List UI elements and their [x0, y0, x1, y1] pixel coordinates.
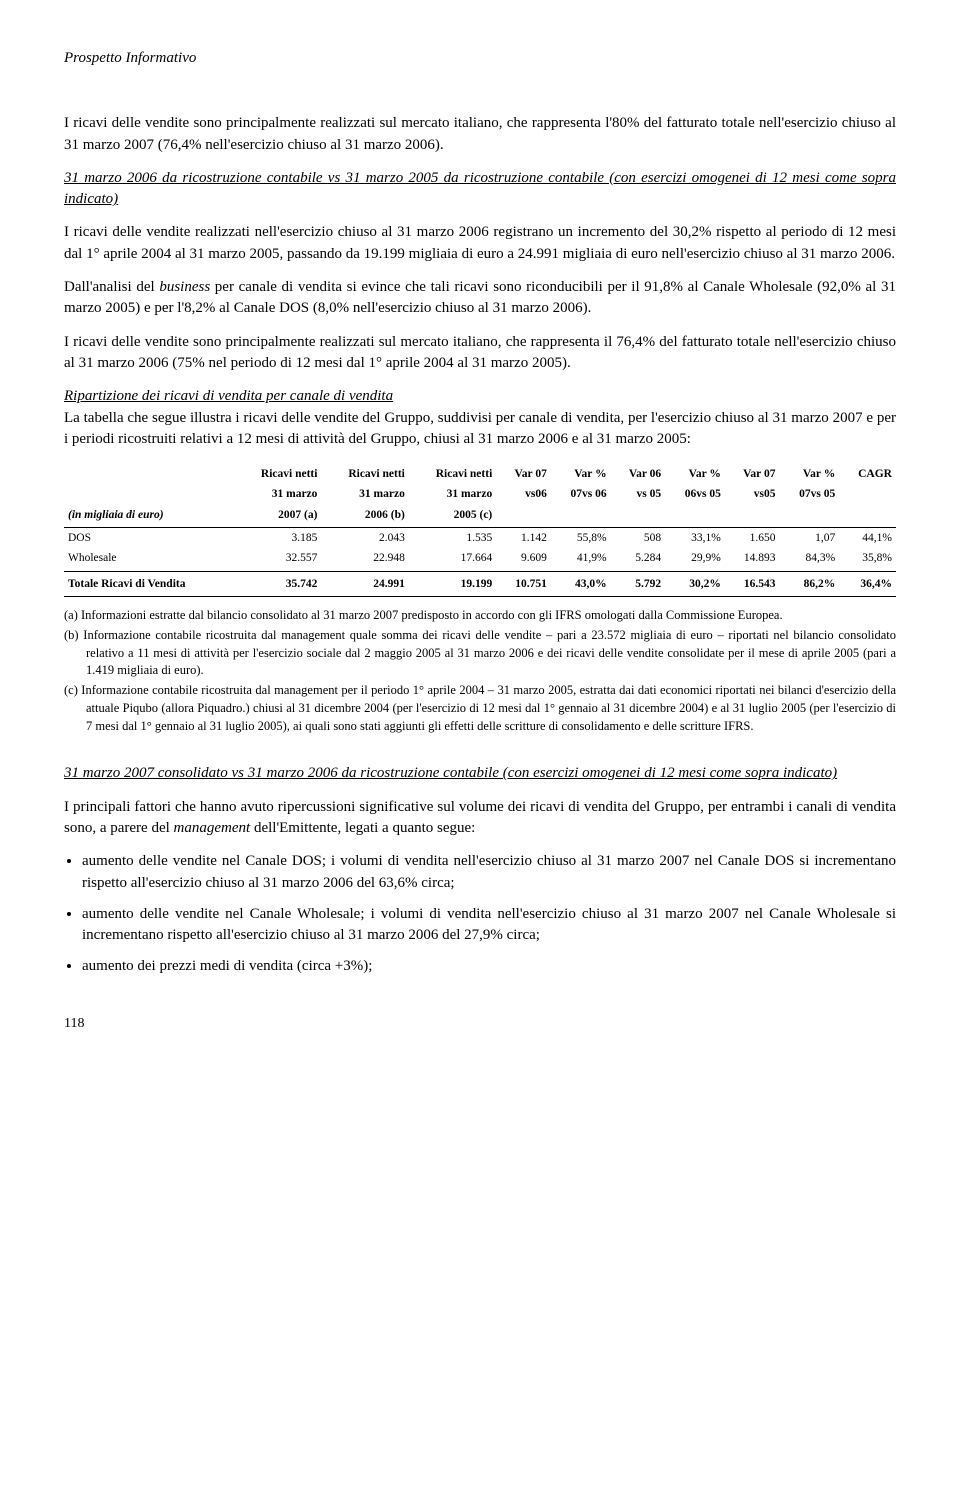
paragraph-factors-intro: I principali fattori che hanno avuto rip… — [64, 797, 896, 840]
section-heading-ripartizione: Ripartizione dei ricavi di vendita per c… — [64, 386, 896, 407]
factors-list: aumento delle vendite nel Canale DOS; i … — [64, 851, 896, 977]
document-header: Prospetto Informativo — [64, 48, 896, 69]
unit-label: (in migliaia di euro) — [64, 505, 234, 528]
section-heading-2006vs2005: 31 marzo 2006 da ricostruzione contabile… — [64, 168, 896, 211]
table-row: DOS 3.185 2.043 1.535 1.142 55,8% 508 33… — [64, 528, 896, 549]
table-total-row: Totale Ricavi di Vendita 35.742 24.991 1… — [64, 571, 896, 596]
paragraph-table-intro: La tabella che segue illustra i ricavi d… — [64, 408, 896, 451]
list-item: aumento delle vendite nel Canale DOS; i … — [82, 851, 896, 894]
paragraph-italian-market: I ricavi delle vendite sono principalmen… — [64, 332, 896, 375]
footnote-c: (c) Informazione contabile ricostruita d… — [64, 682, 896, 735]
paragraph-business-analysis: Dall'analisi del business per canale di … — [64, 277, 896, 320]
footnote-a: (a) Informazioni estratte dal bilancio c… — [64, 607, 896, 625]
paragraph-intro: I ricavi delle vendite sono principalmen… — [64, 113, 896, 156]
paragraph-2006-growth: I ricavi delle vendite realizzati nell'e… — [64, 222, 896, 265]
list-item: aumento delle vendite nel Canale Wholesa… — [82, 904, 896, 947]
table-row: Wholesale 32.557 22.948 17.664 9.609 41,… — [64, 548, 896, 571]
table-footnotes: (a) Informazioni estratte dal bilancio c… — [64, 607, 896, 735]
section-heading-2007vs2006: 31 marzo 2007 consolidato vs 31 marzo 20… — [64, 763, 896, 784]
footnote-b: (b) Informazione contabile ricostruita d… — [64, 627, 896, 680]
revenue-table: Ricavi netti Ricavi netti Ricavi netti V… — [64, 464, 896, 597]
list-item: aumento dei prezzi medi di vendita (circ… — [82, 956, 896, 977]
page-number: 118 — [64, 1014, 896, 1034]
